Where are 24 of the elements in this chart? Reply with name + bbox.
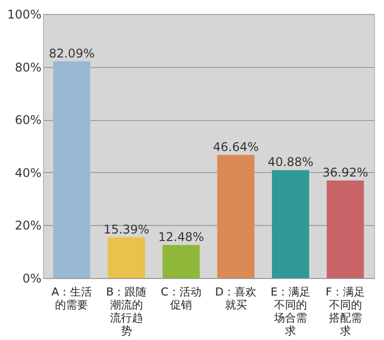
bar <box>326 180 364 278</box>
x-tick-label: E：满足不同的场合需求 <box>270 286 311 338</box>
y-tick-label: 60% <box>14 113 42 128</box>
x-tick-label: C：活动促销 <box>160 286 202 312</box>
bar <box>217 154 254 278</box>
y-tick-label: 100% <box>7 8 42 22</box>
y-tick-label: 0% <box>22 272 42 286</box>
bar <box>272 170 310 278</box>
bar <box>162 245 200 278</box>
data-label: 12.48% <box>158 230 204 244</box>
x-tick-label: F：满足不同的搭配需求 <box>326 286 365 338</box>
data-label: 40.88% <box>268 155 314 170</box>
y-tick-label: 40% <box>14 166 42 180</box>
data-label: 36.92% <box>322 166 368 180</box>
bar <box>53 61 90 278</box>
data-label: 82.09% <box>48 46 95 60</box>
x-tick-label: B：跟随潮流的流行趋势 <box>106 286 147 338</box>
x-tick-label: A：生活的需要 <box>51 286 92 312</box>
x-tick-label: D：喜欢就买 <box>215 286 257 312</box>
data-label: 46.64% <box>212 140 259 154</box>
y-tick-label: 80% <box>14 60 42 74</box>
data-label: 15.39% <box>104 222 150 236</box>
bar <box>108 237 146 278</box>
y-tick-label: 20% <box>14 218 42 233</box>
